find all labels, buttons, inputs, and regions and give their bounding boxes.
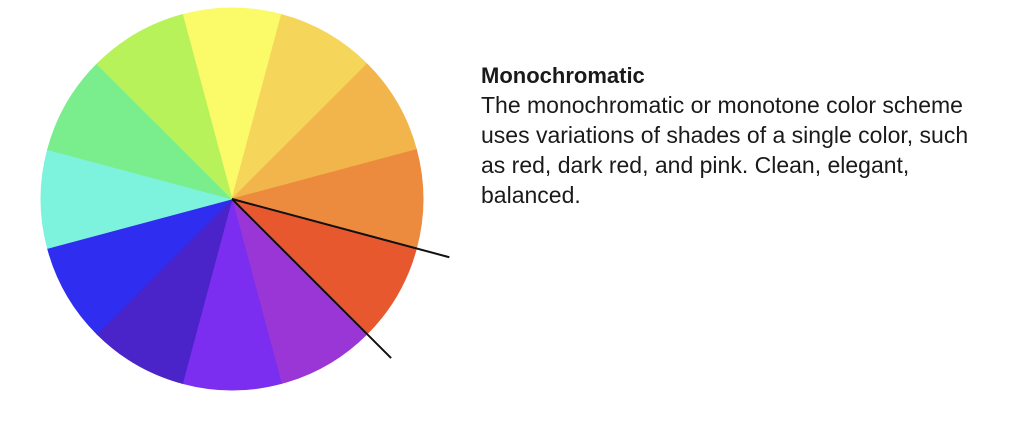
- scheme-title: Monochromatic: [481, 63, 645, 88]
- selection-pointer: [231, 198, 450, 359]
- wheel-segment-magenta-purple: [231, 197, 368, 384]
- pointer-line-upper: [231, 198, 450, 259]
- wheel-segment-yellow-green: [96, 14, 233, 201]
- wheel-segment-green: [47, 63, 234, 200]
- scheme-description: The monochromatic or monotone color sche…: [481, 92, 969, 208]
- color-wheel: [40, 7, 450, 391]
- wheel-segment-indigo: [96, 197, 233, 384]
- wheel-segment-violet: [182, 197, 282, 391]
- scheme-description-block: Monochromatic The monochromatic or monot…: [481, 62, 981, 210]
- wheel-segment-blue: [47, 198, 234, 335]
- wheel-segment-red-orange: [230, 198, 417, 335]
- wheel-segment-yellow-orange: [231, 14, 368, 201]
- wheel-segment-orange-yellow: [230, 63, 417, 200]
- wheel-segment-yellow: [182, 7, 282, 201]
- color-wheel-segments: [40, 7, 424, 391]
- wheel-segment-aqua: [40, 149, 234, 249]
- color-wheel-diagram: [0, 0, 460, 428]
- wheel-segment-orange: [230, 149, 424, 249]
- pointer-line-lower: [231, 198, 392, 359]
